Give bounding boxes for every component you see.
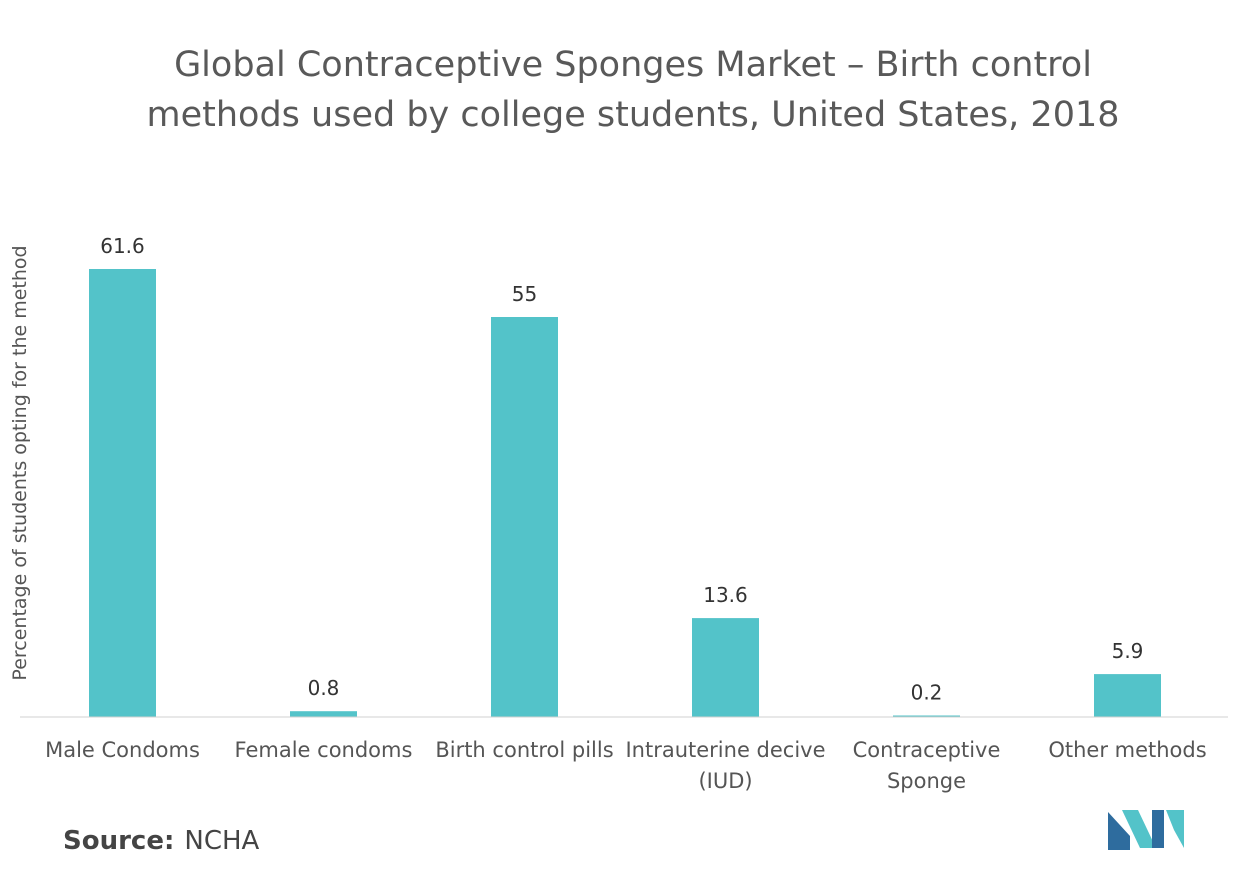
bar-2 [491, 317, 558, 717]
source-note: Source: NCHA [63, 826, 259, 856]
category-label-4-line-0: Contraceptive [853, 738, 1001, 762]
category-label-5-line-0: Other methods [1048, 738, 1206, 762]
bars-group [89, 269, 1161, 717]
data-label-2: 55 [512, 282, 537, 306]
data-label-0: 61.6 [100, 234, 145, 258]
x-axis-title: Year [604, 807, 648, 810]
bar-3 [692, 618, 759, 717]
category-label-2-line-0: Birth control pills [435, 738, 613, 762]
data-label-1: 0.8 [308, 676, 340, 700]
category-label-0-line-0: Male Condoms [45, 738, 200, 762]
brand-logo-icon [1108, 810, 1184, 850]
category-label-3-line-1: (IUD) [698, 769, 752, 793]
category-label-1-line-0: Female condoms [235, 738, 413, 762]
data-labels-group: 61.6 0.8 55 13.6 0.2 5.9 [100, 234, 1143, 705]
source-value: NCHA [184, 826, 260, 856]
source-label: Source: [63, 826, 175, 856]
category-labels-group: Male Condoms Female condoms Birth control … [45, 738, 1207, 793]
category-label-4-line-1: Sponge [887, 769, 966, 793]
bar-0 [89, 269, 156, 717]
data-label-4: 0.2 [911, 681, 943, 705]
bar-4 [893, 715, 960, 717]
data-label-5: 5.9 [1112, 639, 1144, 663]
bar-5 [1094, 674, 1161, 717]
data-label-3: 13.6 [703, 583, 748, 607]
chart-title: Global Contraceptive Sponges Market – Bi… [146, 45, 1120, 135]
y-axis-title: Percentage of students opting for the me… [9, 245, 31, 680]
bar-chart: 61.6 0.8 55 13.6 0.2 5.9 Male Condoms Female c… [9, 234, 1228, 810]
category-label-3-line-0: Intrauterine decive [625, 738, 825, 762]
bar-1 [290, 711, 357, 717]
